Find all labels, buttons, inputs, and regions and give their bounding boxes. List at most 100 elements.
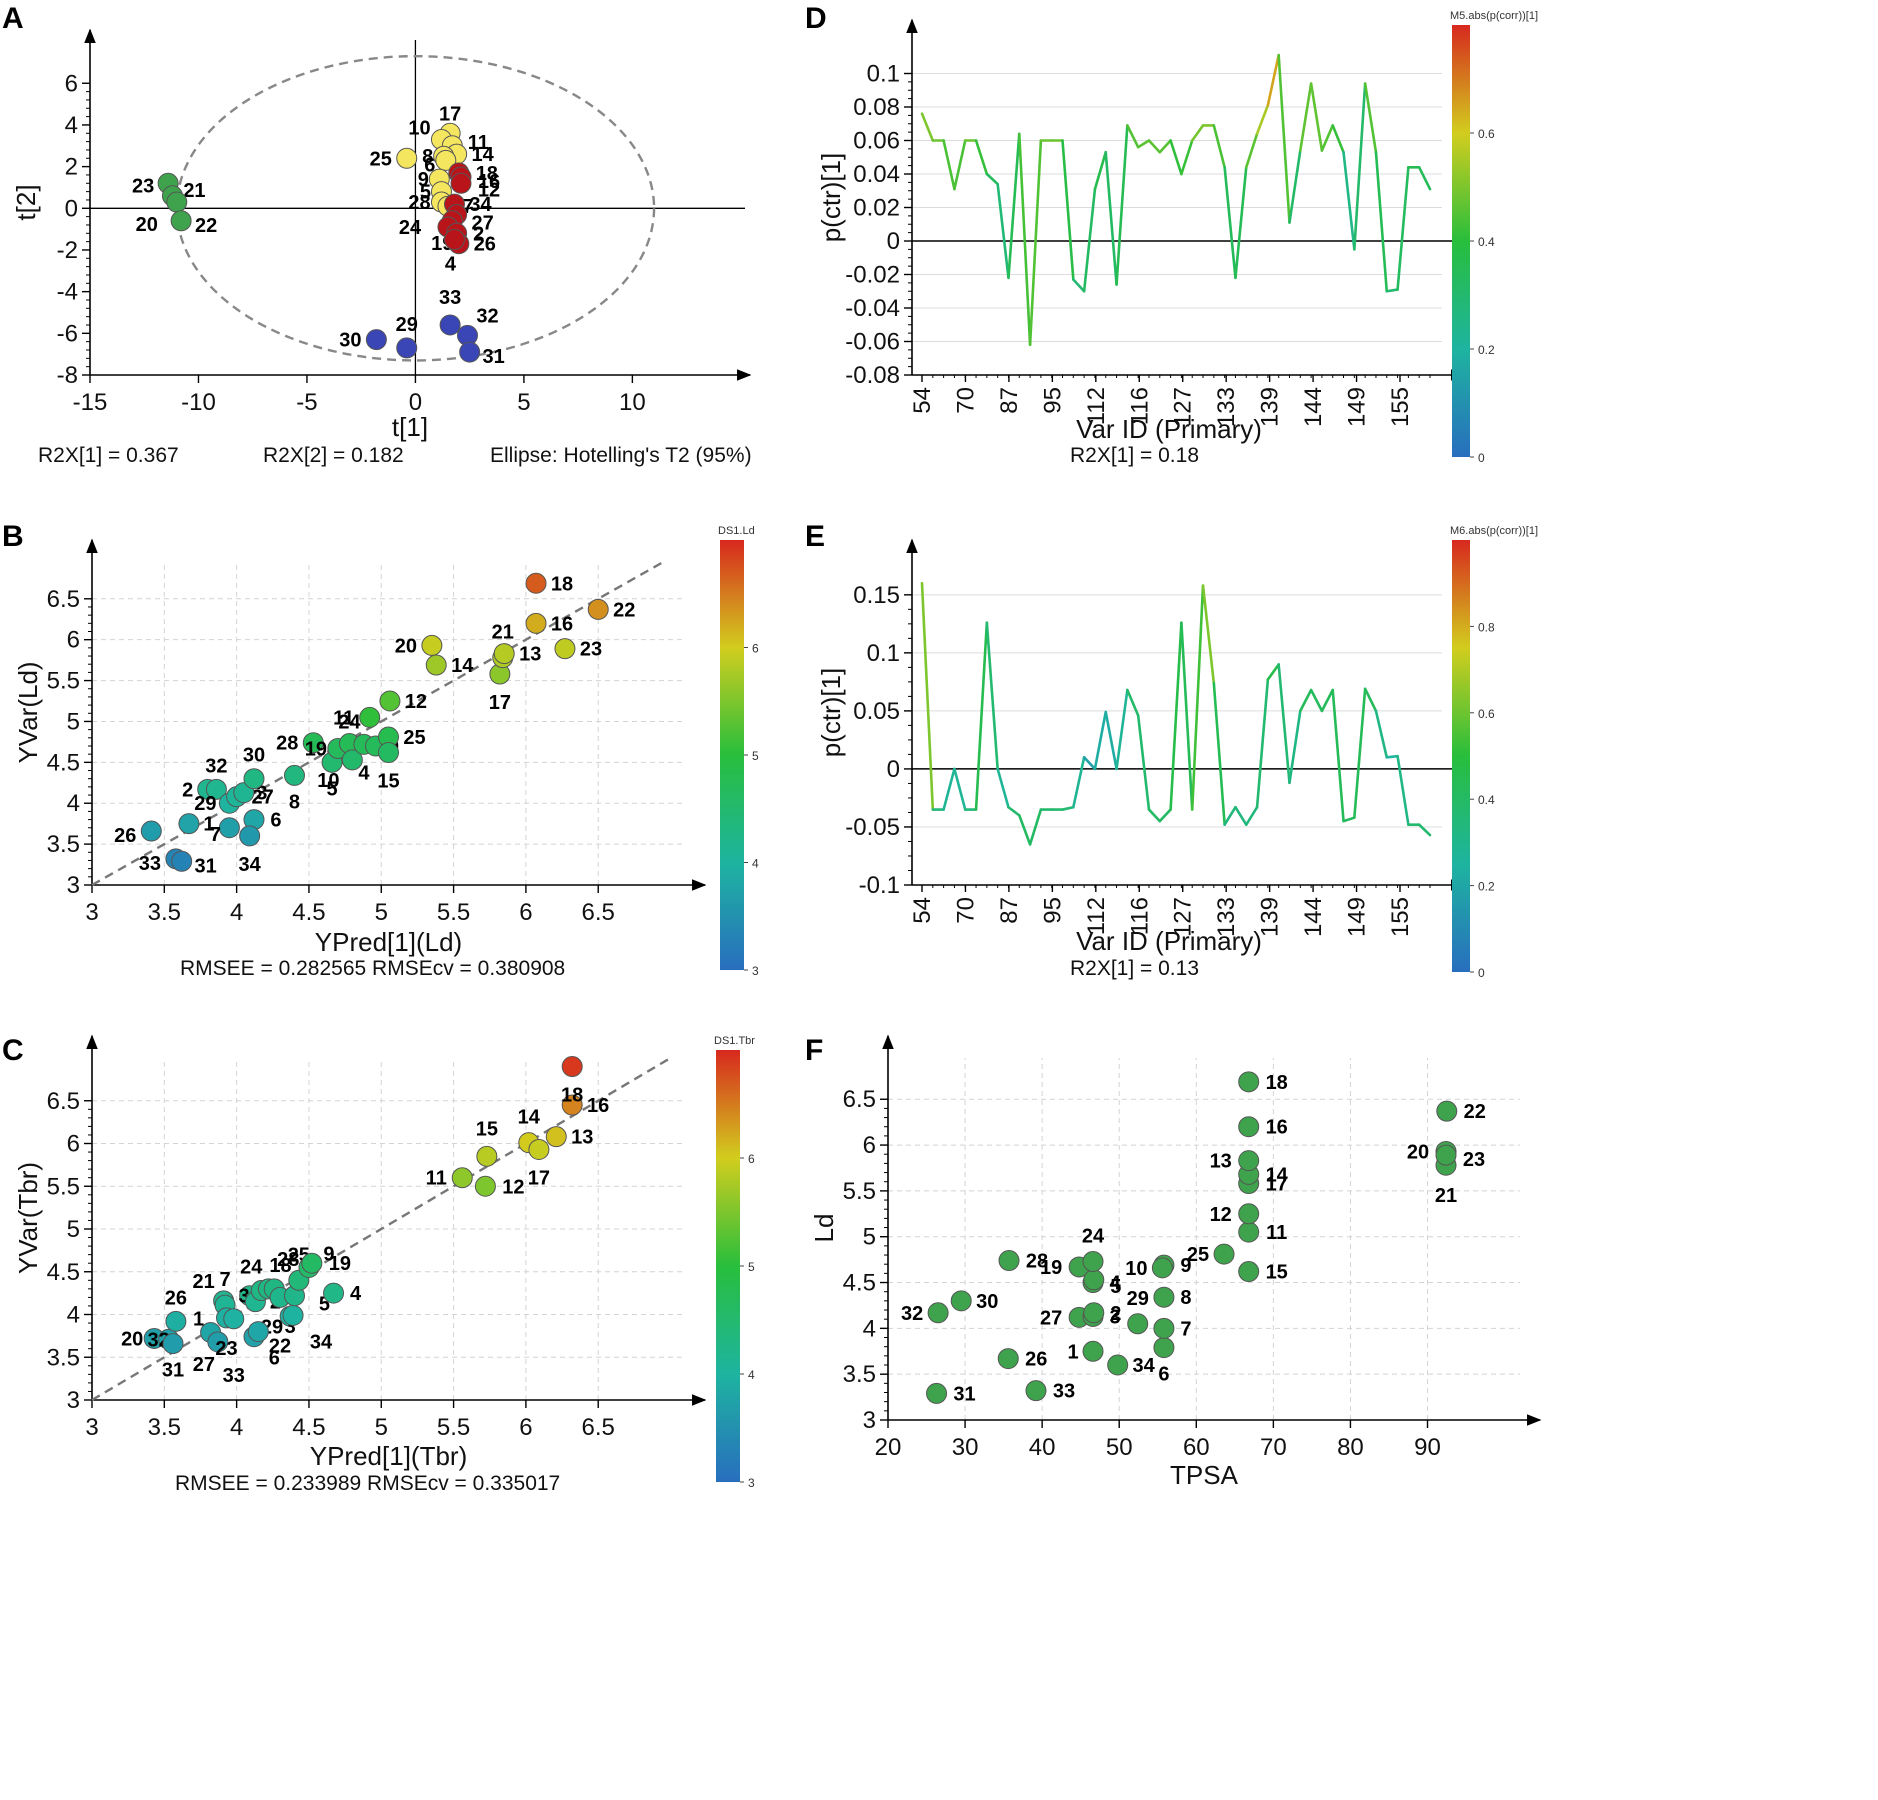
x-axis-title: YPred[1](Tbr): [310, 1441, 468, 1471]
colorbar-tick-label: 0.4: [1478, 235, 1495, 249]
loading-line-segment: [1288, 149, 1302, 224]
x-tick-label: 5.5: [437, 1414, 470, 1441]
data-point: [545, 1126, 567, 1148]
x-tick-label: -5: [296, 389, 317, 416]
data-point-label: 1: [1067, 1341, 1078, 1363]
data-point: [1435, 1144, 1457, 1166]
x-tick-label: 155: [1387, 387, 1414, 427]
data-point: [243, 768, 265, 790]
loading-line-segment: [1363, 82, 1378, 154]
data-point: [443, 229, 465, 251]
loading-line-segment: [1082, 756, 1097, 771]
data-point-label: 26: [114, 825, 136, 847]
loading-line-segment: [1234, 166, 1248, 280]
y-tick-label: -0.02: [845, 262, 900, 289]
x-tick-label: 40: [1029, 1434, 1056, 1461]
data-point: [1083, 1302, 1105, 1324]
colorbar-title: DS1.Tbr: [714, 1035, 755, 1047]
loading-line-segment: [1396, 754, 1410, 826]
y-tick-label: 0.08: [853, 94, 900, 121]
data-point: [1153, 1337, 1175, 1359]
y-axis-title: YVar(Tbr): [13, 1162, 43, 1274]
data-point-label: 16: [1266, 1117, 1288, 1139]
loading-line-segment: [1244, 132, 1259, 169]
colorbar-tick-label: 3: [752, 964, 759, 978]
y-tick-label: 0: [65, 195, 78, 222]
model-statistic: RMSEE = 0.282565 RMSEcv = 0.380908: [180, 957, 565, 980]
panel-letter: D: [805, 2, 827, 35]
data-point: [1213, 1243, 1235, 1265]
data-point: [476, 1145, 498, 1167]
data-point: [425, 654, 447, 676]
data-point-label: 20: [1407, 1141, 1429, 1163]
model-statistic: R2X[1] = 0.18: [1070, 444, 1199, 467]
loading-line-segment: [1028, 139, 1043, 347]
y-tick-label: 0.1: [867, 61, 900, 88]
x-tick-label: 6: [519, 1414, 532, 1441]
y-tick-label: 0: [887, 756, 900, 783]
loading-line-segment: [1158, 139, 1172, 154]
data-point-label: 9: [1180, 1255, 1191, 1277]
data-point-label: 3: [285, 1316, 296, 1338]
x-tick-label: 90: [1414, 1434, 1441, 1461]
x-tick-label: 10: [619, 389, 646, 416]
y-tick-label: 3: [863, 1407, 876, 1434]
x-tick-label: 144: [1300, 897, 1327, 937]
data-point: [170, 210, 192, 232]
colorbar: [1452, 25, 1470, 457]
data-point: [1127, 1313, 1149, 1335]
y-tick-label: 0.1: [867, 640, 900, 667]
x-tick-label: 4: [230, 1414, 243, 1441]
y-tick-label: 4: [67, 790, 80, 817]
data-point: [162, 1333, 184, 1355]
data-point-label: 21: [183, 180, 205, 202]
panel-f: 20 30 40 50 60 70 80 9033.544.555.566.531323026…: [805, 1034, 1542, 1490]
data-point-label: 1: [203, 814, 214, 836]
y-axis-title: p(ctr)[1]: [816, 153, 846, 243]
loading-line-segment: [1169, 139, 1183, 176]
data-point: [528, 1138, 550, 1160]
data-point: [525, 612, 547, 634]
x-tick-label: 20: [875, 1434, 902, 1461]
colorbar-tick-label: 5: [752, 749, 759, 763]
x-tick-label: 5: [375, 899, 388, 926]
data-point: [1082, 1250, 1104, 1272]
colorbar-tick-label: 0: [1478, 451, 1485, 465]
loading-line-segment: [1082, 187, 1097, 293]
data-point: [283, 764, 305, 786]
data-point-label: 7: [220, 1269, 231, 1291]
data-point-label: 15: [377, 771, 399, 793]
data-point-label: 11: [333, 707, 354, 729]
loading-line-segment: [1072, 278, 1086, 293]
loading-line-segment: [1255, 678, 1270, 809]
data-point: [1153, 1286, 1175, 1308]
data-point-label: 5: [420, 182, 431, 204]
data-point-label: 21: [492, 622, 514, 644]
data-point-label: 18: [561, 1085, 583, 1107]
x-tick-label: 5: [517, 389, 530, 416]
data-point-label: 23: [1463, 1149, 1485, 1171]
panel-c: 3 3.5 4 4.5 5 5.5 6 6.533.544.555.566.520 323126…: [2, 1034, 755, 1495]
y-tick-label: -0.1: [859, 872, 900, 899]
data-point: [239, 825, 261, 847]
y-tick-label: 0.15: [853, 582, 900, 609]
model-statistic: Ellipse: Hotelling's T2 (95%): [490, 444, 752, 467]
loading-line-segment: [1223, 166, 1237, 280]
data-point: [1238, 1261, 1260, 1283]
data-point: [1238, 1203, 1260, 1225]
loading-line-segment: [1136, 714, 1151, 811]
data-point: [218, 817, 240, 839]
data-point-label: 14: [451, 655, 474, 677]
x-tick-label: 70: [1260, 1434, 1287, 1461]
loading-line-segment: [1266, 663, 1280, 681]
data-point-label: 19: [305, 738, 327, 760]
data-point-label: 18: [551, 573, 573, 595]
x-axis-title: Var ID (Primary): [1076, 414, 1262, 444]
data-point-label: 29: [1127, 1288, 1149, 1310]
data-point: [459, 341, 481, 363]
data-point-label: 8: [289, 791, 300, 813]
data-point: [435, 149, 457, 171]
panel-letter: E: [805, 520, 825, 553]
loading-line-segment: [1374, 150, 1389, 293]
